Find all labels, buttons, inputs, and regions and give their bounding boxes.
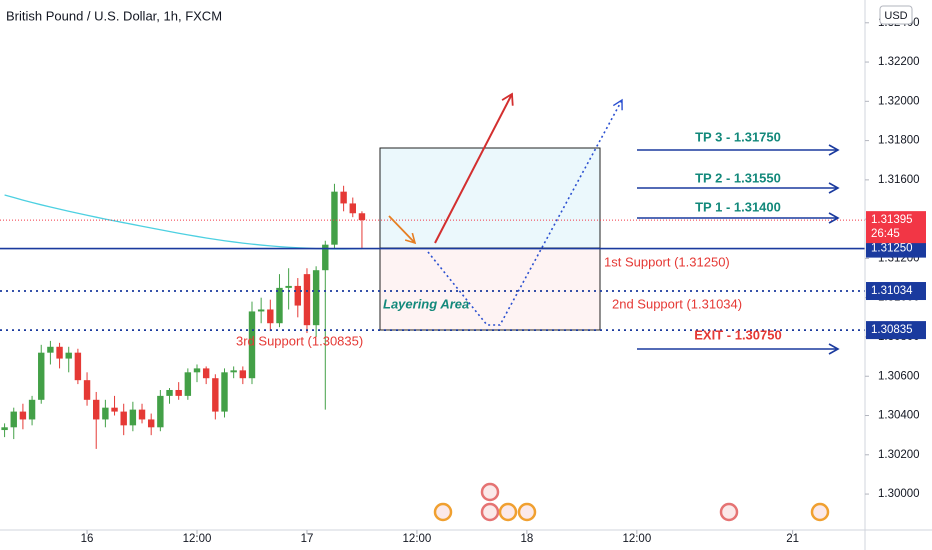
candle-body (129, 409, 137, 426)
candle-body (175, 389, 182, 396)
levels (0, 219, 865, 331)
candle-body (38, 352, 45, 400)
candle-body (230, 370, 237, 373)
candle-body (322, 244, 329, 271)
tp1-label: TP 1 - 1.31400 (695, 199, 781, 214)
candle-body (340, 191, 347, 204)
candle-body (1, 427, 8, 431)
candle-body (28, 399, 36, 420)
plot-area (1, 183, 366, 449)
candle-body (221, 372, 228, 412)
candle-body (239, 370, 247, 379)
layering-zone (379, 247, 601, 331)
event-icon (719, 502, 739, 522)
candle-body (102, 407, 109, 420)
axes: 1.300001.302001.304001.306001.308001.310… (81, 17, 926, 545)
tp2-label: TP 2 - 1.31550 (695, 170, 781, 185)
tp3-label: TP 3 - 1.31750 (695, 129, 781, 144)
candle-body (10, 411, 17, 428)
support1-label: 1st Support (1.31250) (604, 254, 730, 269)
candle-body (312, 270, 320, 326)
candle-body (138, 409, 146, 420)
y-tick-label: 1.32200 (878, 56, 920, 68)
last-price-label: 1.31395 (871, 214, 913, 226)
candle-body (285, 285, 292, 288)
candle-body (202, 368, 210, 379)
candle-body (331, 191, 338, 245)
candle-body (303, 274, 311, 326)
y-tick-label: 1.31800 (878, 135, 920, 147)
candle-body (83, 380, 91, 400)
event-icon (517, 502, 537, 522)
candle-body (157, 395, 164, 428)
candle-body (358, 213, 366, 221)
level-label-box (866, 321, 926, 340)
candle-body (276, 287, 283, 324)
currency: USD (884, 10, 907, 22)
candle-body (294, 285, 302, 306)
countdown: 26:45 (871, 228, 900, 240)
candle-body (65, 352, 72, 359)
y-tick-label: 1.30400 (878, 410, 920, 422)
entry-arrow (388, 215, 417, 245)
level-label-box (866, 239, 926, 258)
candle-body (212, 378, 219, 412)
exit-label: EXIT - 1.30750 (694, 327, 781, 342)
chart-title: British Pound / U.S. Dollar, 1h, FXCM (6, 8, 222, 23)
level-label-box (866, 282, 926, 301)
candle-body (111, 407, 118, 412)
buy-arrow (434, 92, 514, 244)
candle-body (120, 411, 127, 426)
level-label: 1.31034 (871, 285, 913, 297)
candle-body (257, 309, 265, 312)
event-icon (810, 502, 830, 522)
moving-average (4, 194, 362, 250)
target-zone (379, 147, 601, 249)
level-label: 1.30835 (871, 324, 913, 336)
x-tick-label: 12:00 (183, 533, 212, 545)
candle-body (193, 368, 201, 373)
candle-body (93, 399, 100, 420)
alt-path (427, 98, 623, 326)
candle-body (147, 419, 155, 428)
x-tick-label: 21 (786, 533, 799, 545)
candle-body (184, 372, 192, 396)
y-tick-label: 1.31600 (878, 174, 920, 186)
currency-box (879, 5, 913, 25)
y-tick-label: 1.30000 (878, 488, 920, 500)
event-icon (480, 502, 500, 522)
layering-label: Layering Area (383, 296, 469, 311)
candle-body (267, 309, 274, 324)
last-price-box (866, 211, 926, 244)
event-icons (433, 482, 830, 522)
candle-body (56, 346, 63, 359)
event-icon (433, 502, 453, 522)
support3-label: 3rd Support (1.30835) (236, 333, 363, 348)
y-tick-label: 1.30600 (878, 370, 920, 382)
candle-body (47, 346, 54, 353)
candle-body (166, 389, 173, 396)
x-tick-label: 18 (520, 533, 533, 545)
x-tick-label: 17 (301, 533, 314, 545)
x-tick-label: 16 (81, 533, 94, 545)
y-tick-label: 1.30200 (878, 449, 920, 461)
x-tick-label: 12:00 (403, 533, 432, 545)
event-icon (498, 502, 518, 522)
y-tick-label: 1.32000 (878, 95, 920, 107)
x-tick-label: 12:00 (622, 533, 651, 545)
event-icon (480, 482, 500, 502)
support2-label: 2nd Support (1.31034) (612, 296, 742, 311)
candle-body (19, 411, 27, 420)
candle-body (349, 203, 356, 214)
candle-body (74, 352, 82, 381)
level-label: 1.31250 (871, 243, 913, 255)
candle-body (248, 311, 256, 379)
